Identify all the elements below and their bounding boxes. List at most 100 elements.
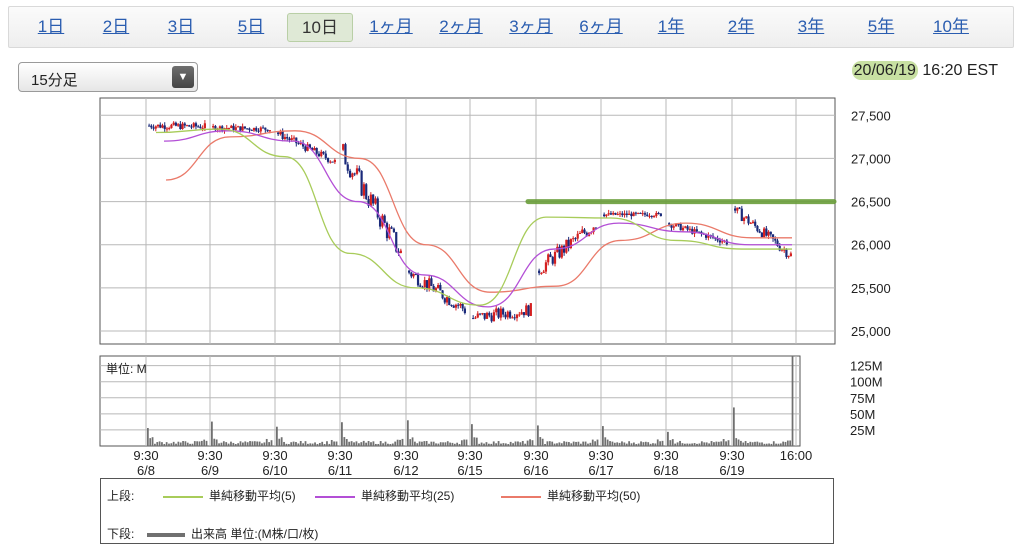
candle-body (572, 238, 575, 240)
candle-body (497, 308, 500, 318)
candle-body (255, 127, 258, 131)
volume-bar (763, 443, 766, 446)
candle-body (317, 153, 321, 157)
candle-body (583, 229, 586, 233)
volume-ytick-label-2: 75M (850, 391, 875, 406)
candle-body (315, 148, 318, 154)
volume-bar (335, 441, 338, 446)
volume-bar (471, 424, 473, 446)
volume-bar (696, 443, 698, 446)
candle-body (252, 127, 256, 131)
volume-bar (442, 442, 444, 446)
tab-11[interactable]: 3年 (797, 17, 825, 36)
volume-bar (587, 443, 589, 446)
candle-body (639, 212, 642, 214)
candle-body (292, 137, 296, 139)
tab-12[interactable]: 5年 (867, 17, 895, 36)
candle-body (769, 231, 772, 235)
tab-0[interactable]: 1日 (37, 17, 65, 36)
legend-label-ma5: 単純移動平均(5) (209, 489, 296, 503)
xtick-date-3: 6/11 (328, 463, 352, 478)
candle-body (614, 212, 617, 215)
tab-6[interactable]: 2ヶ月 (439, 17, 483, 36)
tab-13[interactable]: 10年 (933, 17, 969, 36)
volume-bar (263, 442, 266, 446)
candle-body (674, 223, 678, 227)
volume-bar (360, 442, 363, 446)
volume-bar (754, 441, 756, 446)
candle-body (150, 125, 153, 128)
tab-10[interactable]: 2年 (727, 17, 755, 36)
volume-bar (621, 441, 623, 446)
candle-body (408, 270, 411, 273)
interval-select[interactable]: 15分足 ▼ (18, 62, 198, 92)
volume-bar (686, 443, 689, 446)
candle-body (634, 212, 638, 214)
xtick-last: 16:00 (780, 448, 813, 463)
volume-bar (191, 443, 194, 446)
candle-body (234, 127, 237, 130)
candle-body (168, 128, 171, 130)
candle-body (630, 213, 633, 217)
tab-4[interactable]: 10日 (287, 13, 353, 42)
volume-bar (258, 441, 261, 446)
tab-2[interactable]: 3日 (167, 17, 195, 36)
candle-body (476, 313, 479, 318)
candle-body (459, 303, 462, 306)
candle-body (522, 312, 526, 316)
chart-legend: 上段: 単純移動平均(5) 単純移動平均(25) 単純移動平均(50) 下段: … (100, 478, 834, 544)
volume-bar (504, 443, 507, 446)
tab-7[interactable]: 3ヶ月 (509, 17, 553, 36)
candle-body (192, 123, 195, 127)
volume-bar (156, 442, 159, 446)
tab-8[interactable]: 6ヶ月 (579, 17, 623, 36)
candle-body (738, 207, 741, 209)
volume-bar (487, 443, 490, 446)
tab-9[interactable]: 1年 (657, 17, 685, 36)
candle-body (767, 231, 770, 236)
tab-1[interactable]: 2日 (102, 17, 130, 36)
candle-body (439, 284, 442, 291)
candle-body (290, 138, 293, 140)
volume-bar (630, 443, 633, 446)
candle-body (369, 194, 372, 206)
candle-body (483, 313, 486, 319)
candle-body (771, 234, 775, 239)
candle-body (434, 288, 437, 292)
xtick-date-8: 6/18 (653, 463, 678, 478)
volume-bar (492, 441, 495, 446)
candle-body (437, 284, 440, 289)
volume-bar (297, 443, 300, 446)
candle-body (594, 227, 597, 229)
candle-body (308, 144, 312, 149)
volume-bar (237, 443, 240, 446)
tab-3[interactable]: 5日 (237, 17, 265, 36)
volume-bar (168, 443, 170, 446)
legend-item-volume: 出来高 単位:(M株/口/枚) (147, 525, 318, 542)
tab-5[interactable]: 1ヶ月 (369, 17, 413, 36)
volume-bar (514, 441, 517, 446)
price-ytick-label-0: 25,000 (851, 324, 891, 339)
volume-bar (177, 441, 180, 446)
candle-body (751, 221, 755, 223)
volume-bar (215, 439, 218, 446)
xtick-date-1: 6/9 (201, 463, 219, 478)
legend-swatch-ma50 (501, 495, 541, 498)
candle-body (183, 123, 186, 126)
volume-bar (579, 443, 582, 446)
volume-bar (609, 441, 611, 446)
xtick-time-8: 9:30 (653, 448, 678, 463)
volume-bar (537, 425, 539, 446)
candle-body (225, 128, 228, 130)
candle-body (585, 232, 588, 237)
volume-bar (772, 441, 775, 446)
volume-bar (526, 440, 529, 446)
volume-bar (596, 439, 599, 446)
volume-bar (428, 443, 430, 446)
candle-body (481, 313, 484, 315)
volume-bar (172, 441, 175, 446)
volume-bar (565, 441, 568, 446)
volume-bar (572, 441, 575, 446)
volume-bar (679, 440, 681, 446)
candle-body (430, 278, 433, 287)
